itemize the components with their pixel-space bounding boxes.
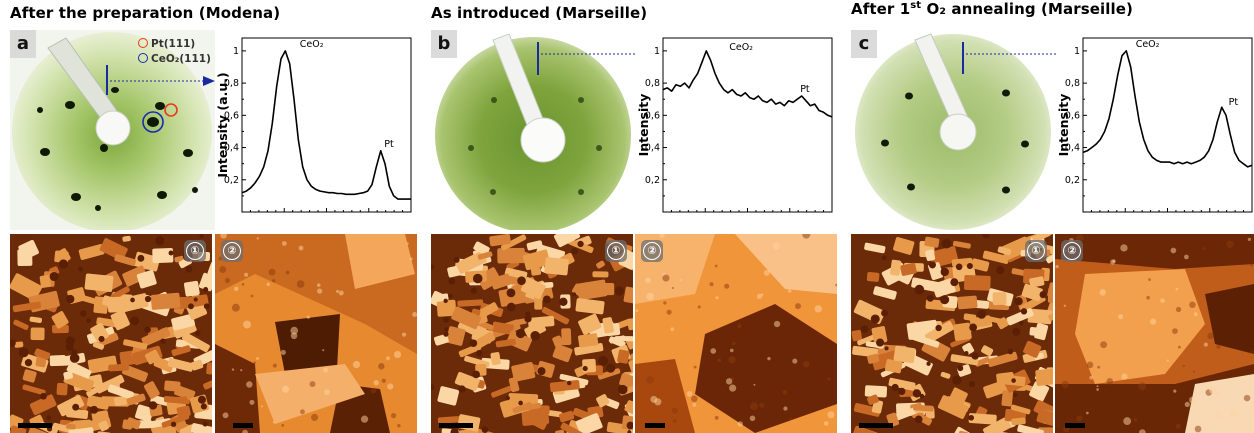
leed-image-c	[851, 30, 1056, 230]
intensity-chart-c: 0,2 0,4 0,6 0,8 1 Intensity CeO₂ Pt	[1056, 37, 1253, 213]
y-tick-label: 0,2	[224, 175, 239, 186]
stm-topography-c1	[851, 234, 1053, 433]
y-tick-label: 0,4	[645, 143, 660, 154]
peak-annotation: CeO₂	[1136, 39, 1160, 50]
stm-image-b1: ①	[431, 234, 633, 433]
y-tick-label: 1	[233, 46, 239, 57]
column-b: As introduced (Marseille) b 0,2 0,4 0,	[421, 0, 839, 433]
leed-pattern-a: a Pt(111) CeO₂(111)	[10, 30, 215, 230]
column-c: After 1st O₂ annealing (Marseille) c	[841, 0, 1254, 433]
scale-bar	[1065, 423, 1085, 428]
y-tick-label: 0,6	[224, 110, 239, 121]
column-c-title: After 1st O₂ annealing (Marseille)	[851, 0, 1134, 18]
y-tick-label: 0,8	[645, 78, 660, 89]
stm-label-badge: ①	[1025, 240, 1047, 262]
y-tick-label: 0,8	[224, 78, 239, 89]
peak-annotation: Pt	[384, 139, 394, 150]
stm-label-badge: ①	[605, 240, 627, 262]
scale-bar	[233, 423, 253, 428]
panel-label-c: c	[851, 30, 877, 58]
y-tick-label: 0,2	[1065, 175, 1080, 186]
y-axis-label: Intensity	[636, 94, 651, 157]
stm-label-badge: ②	[1061, 240, 1083, 262]
legend-item-ceo2: CeO₂(111)	[138, 52, 211, 67]
peak-annotation: Pt	[800, 84, 810, 95]
column-a-title: After the preparation (Modena)	[10, 4, 281, 22]
leed-legend-a: Pt(111) CeO₂(111)	[138, 37, 211, 67]
intensity-line	[662, 50, 833, 118]
stm-image-c1: ①	[851, 234, 1053, 433]
stm-image-b2: ②	[635, 234, 837, 433]
y-axis-label: Intensity (a.u.)	[215, 72, 230, 177]
y-tick-label: 0,2	[645, 175, 660, 186]
plot-frame	[1082, 37, 1253, 213]
y-tick-label: 0,8	[1065, 78, 1080, 89]
stm-label-badge: ②	[221, 240, 243, 262]
leed-pattern-c: c	[851, 30, 1056, 230]
intensity-chart-a: 0,2 0,4 0,6 0,8 1 Intensity (a.u.) CeO₂ Pt	[215, 37, 412, 213]
panel-label-b: b	[431, 30, 457, 58]
leed-image-b	[431, 30, 636, 230]
stm-image-c2: ②	[1055, 234, 1254, 433]
intensity-plot-a: 0,2 0,4 0,6 0,8 1 Intensity (a.u.) CeO₂ Pt	[215, 30, 418, 230]
y-tick-label: 1	[654, 46, 660, 57]
intensity-line	[1082, 50, 1253, 168]
legend-item-pt: Pt(111)	[138, 37, 211, 52]
column-a: After the preparation (Modena)	[0, 0, 418, 433]
scale-bar	[645, 423, 665, 428]
intensity-plot-c: 0,2 0,4 0,6 0,8 1 Intensity CeO₂ Pt	[1056, 30, 1254, 230]
stm-topography-b1	[431, 234, 633, 433]
leed-image-a	[10, 30, 215, 230]
plot-frame	[662, 37, 833, 213]
peak-annotation: CeO₂	[300, 39, 324, 50]
stm-topography-a1	[10, 234, 212, 433]
stm-label-badge: ①	[184, 240, 206, 262]
stm-topography-a2	[215, 234, 417, 433]
scale-bar	[859, 423, 893, 428]
y-tick-label: 0,6	[645, 110, 660, 121]
column-b-title: As introduced (Marseille)	[431, 4, 648, 22]
y-tick-label: 0,6	[1065, 110, 1080, 121]
peak-annotation: Pt	[1229, 97, 1239, 108]
y-tick-label: 1	[1074, 46, 1080, 57]
intensity-line	[241, 50, 411, 200]
stm-image-a2: ②	[215, 234, 417, 433]
y-tick-label: 0,4	[1065, 143, 1080, 154]
scale-bar	[439, 423, 473, 428]
stm-image-a1: ①	[10, 234, 212, 433]
panel-label-a: a	[10, 30, 36, 58]
plot-frame	[241, 37, 412, 213]
stm-topography-c2	[1055, 234, 1254, 433]
stm-topography-b2	[635, 234, 837, 433]
intensity-plot-b: 0,2 0,4 0,6 0,8 1 Intensity CeO₂ Pt	[636, 30, 839, 230]
leed-pattern-b: b	[431, 30, 636, 230]
intensity-chart-b: 0,2 0,4 0,6 0,8 1 Intensity CeO₂ Pt	[636, 37, 833, 213]
scale-bar	[18, 423, 52, 428]
peak-annotation: CeO₂	[729, 42, 753, 53]
y-tick-label: 0,4	[224, 143, 239, 154]
stm-label-badge: ②	[641, 240, 663, 262]
y-axis-label: Intensity	[1056, 94, 1071, 157]
